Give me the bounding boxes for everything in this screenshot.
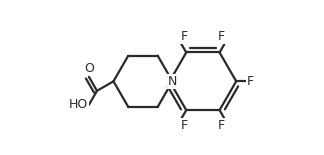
- Text: F: F: [218, 119, 225, 132]
- Text: N: N: [168, 75, 177, 88]
- Text: F: F: [247, 75, 254, 88]
- Text: O: O: [84, 62, 94, 75]
- Text: F: F: [181, 30, 188, 43]
- Text: HO: HO: [69, 98, 88, 111]
- Text: F: F: [218, 30, 225, 43]
- Text: F: F: [181, 119, 188, 132]
